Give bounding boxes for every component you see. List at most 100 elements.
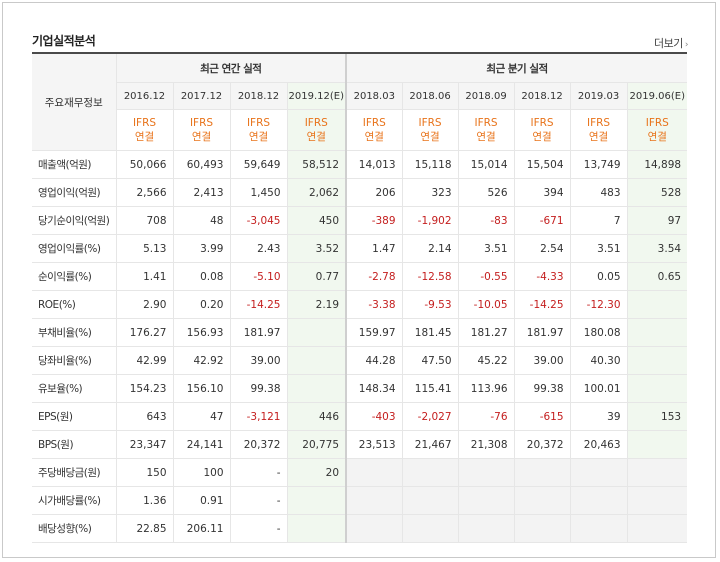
quarter-group-header: 최근 분기 실적 (345, 52, 688, 83)
table-cell: 58,512 (286, 150, 347, 179)
table-cell: -14.25 (513, 290, 571, 319)
table-row: 유보율(%) 154.23 156.10 99.38 148.34 115.41 113.9… (32, 374, 688, 403)
more-label: 더보기 (654, 37, 683, 50)
ifrs-label: IFRS (530, 117, 554, 129)
more-link[interactable]: 더보기 › (654, 35, 689, 51)
table-cell: 39 (569, 402, 628, 431)
row-label: 영업이익(억원) (32, 178, 116, 207)
table-cell: 113.96 (457, 374, 515, 403)
table-cell: 0.08 (172, 262, 230, 291)
table-cell: 2.90 (115, 290, 173, 319)
table-cell: -4.33 (513, 262, 571, 291)
table-cell (345, 458, 403, 487)
table-cell: 483 (569, 178, 628, 207)
table-cell: 181.45 (401, 318, 459, 347)
ifrs-badge: IFRS 연결 (286, 109, 347, 151)
ifrs-label: IFRS (132, 117, 157, 129)
table-cell: 20,372 (513, 430, 571, 459)
table-cell: 20 (286, 458, 347, 487)
table-cell: 22.85 (115, 514, 173, 543)
table-cell: 2,413 (172, 178, 230, 207)
table-cell (626, 318, 688, 347)
table-cell: -2,027 (401, 402, 459, 431)
table-cell: 150 (115, 458, 173, 487)
table-cell: 180.08 (569, 318, 628, 347)
financial-table: 주요재무정보 최근 연간 실적 최근 분기 실적 2016.12 2017.12 2018… (32, 52, 688, 543)
table-cell: -9.53 (401, 290, 459, 319)
table-cell (345, 514, 403, 543)
table-cell: -0.55 (457, 262, 515, 291)
table-cell: 0.20 (172, 290, 230, 319)
table-cell: -12.58 (401, 262, 459, 291)
table-cell: -389 (345, 206, 403, 235)
table-row: BPS(원) 23,347 24,141 20,372 20,775 23,513 21,4… (32, 430, 688, 459)
table-cell: -10.05 (457, 290, 515, 319)
table-cell: 446 (286, 402, 347, 431)
table-cell: 115.41 (401, 374, 459, 403)
consolidated-label: 연결 (476, 131, 496, 143)
table-cell (626, 514, 688, 543)
table-cell: 13,749 (569, 150, 628, 179)
table-cell: -12.30 (569, 290, 628, 319)
table-cell: -3,045 (229, 206, 287, 235)
table-cell: 100 (172, 458, 230, 487)
row-label: 배당성향(%) (32, 514, 116, 543)
table-cell: 1,450 (229, 178, 287, 207)
consolidated-label: 연결 (191, 131, 212, 143)
period-header: 2016.12 (115, 82, 173, 110)
table-cell: - (229, 458, 287, 487)
table-cell: 528 (626, 178, 688, 207)
table-cell: 206.11 (172, 514, 230, 543)
period-header: 2018.06 (401, 82, 459, 110)
table-row: 당기순이익(억원) 708 48 -3,045 450 -389 -1,902 -83 -671… (32, 206, 688, 235)
table-cell: 99.38 (229, 374, 287, 403)
table-cell: 20,775 (286, 430, 347, 459)
table-cell (457, 486, 515, 515)
table-row: 주당배당금(원) 150 100-20 (32, 458, 688, 487)
table-cell: 99.38 (513, 374, 571, 403)
table-cell: 45.22 (457, 346, 515, 375)
table-cell: 0.65 (626, 262, 688, 291)
table-cell: 2,566 (115, 178, 173, 207)
table-row: 매출액(억원) 50,066 60,493 59,649 58,512 14,013 15,… (32, 150, 688, 179)
ifrs-label: IFRS (645, 117, 669, 129)
table-row: 시가배당률(%) 1.36 0.91- (32, 486, 688, 515)
ifrs-label: IFRS (586, 117, 611, 129)
row-header-label: 주요재무정보 (32, 52, 116, 151)
period-header: 2019.03 (569, 82, 628, 110)
table-cell (513, 458, 571, 487)
ifrs-label: IFRS (246, 117, 271, 129)
table-row: EPS(원) 643 47 -3,121 446 -403 -2,027 -76 -615 39 1… (32, 402, 688, 431)
table-cell: 20,372 (229, 430, 287, 459)
ifrs-badge: IFRS 연결 (229, 109, 287, 151)
table-cell (569, 514, 628, 543)
table-cell: 3.99 (172, 234, 230, 263)
period-header: 2018.12 (513, 82, 571, 110)
table-cell (401, 458, 459, 487)
table-cell: 39.00 (229, 346, 287, 375)
table-cell: 50,066 (115, 150, 173, 179)
table-cell (457, 514, 515, 543)
table-cell: 206 (345, 178, 403, 207)
table-cell: 21,308 (457, 430, 515, 459)
annual-group-header: 최근 연간 실적 (115, 52, 347, 83)
table-cell: 0.05 (569, 262, 628, 291)
table-cell: 3.52 (286, 234, 347, 263)
ifrs-badge: IFRS 연결 (115, 109, 173, 151)
table-cell: - (229, 514, 287, 543)
table-cell: 159.97 (345, 318, 403, 347)
table-cell: 5.13 (115, 234, 173, 263)
table-cell: 100.01 (569, 374, 628, 403)
table-cell (626, 486, 688, 515)
row-label: 주당배당금(원) (32, 458, 116, 487)
table-cell: -2.78 (345, 262, 403, 291)
table-cell: 181.97 (229, 318, 287, 347)
table-cell: 7 (569, 206, 628, 235)
table-cell (513, 486, 571, 515)
row-label: BPS(원) (32, 430, 116, 459)
table-cell (286, 318, 347, 347)
table-cell: 708 (115, 206, 173, 235)
period-header: 2019.12(E) (286, 82, 347, 110)
table-cell: 2.14 (401, 234, 459, 263)
table-cell (626, 290, 688, 319)
